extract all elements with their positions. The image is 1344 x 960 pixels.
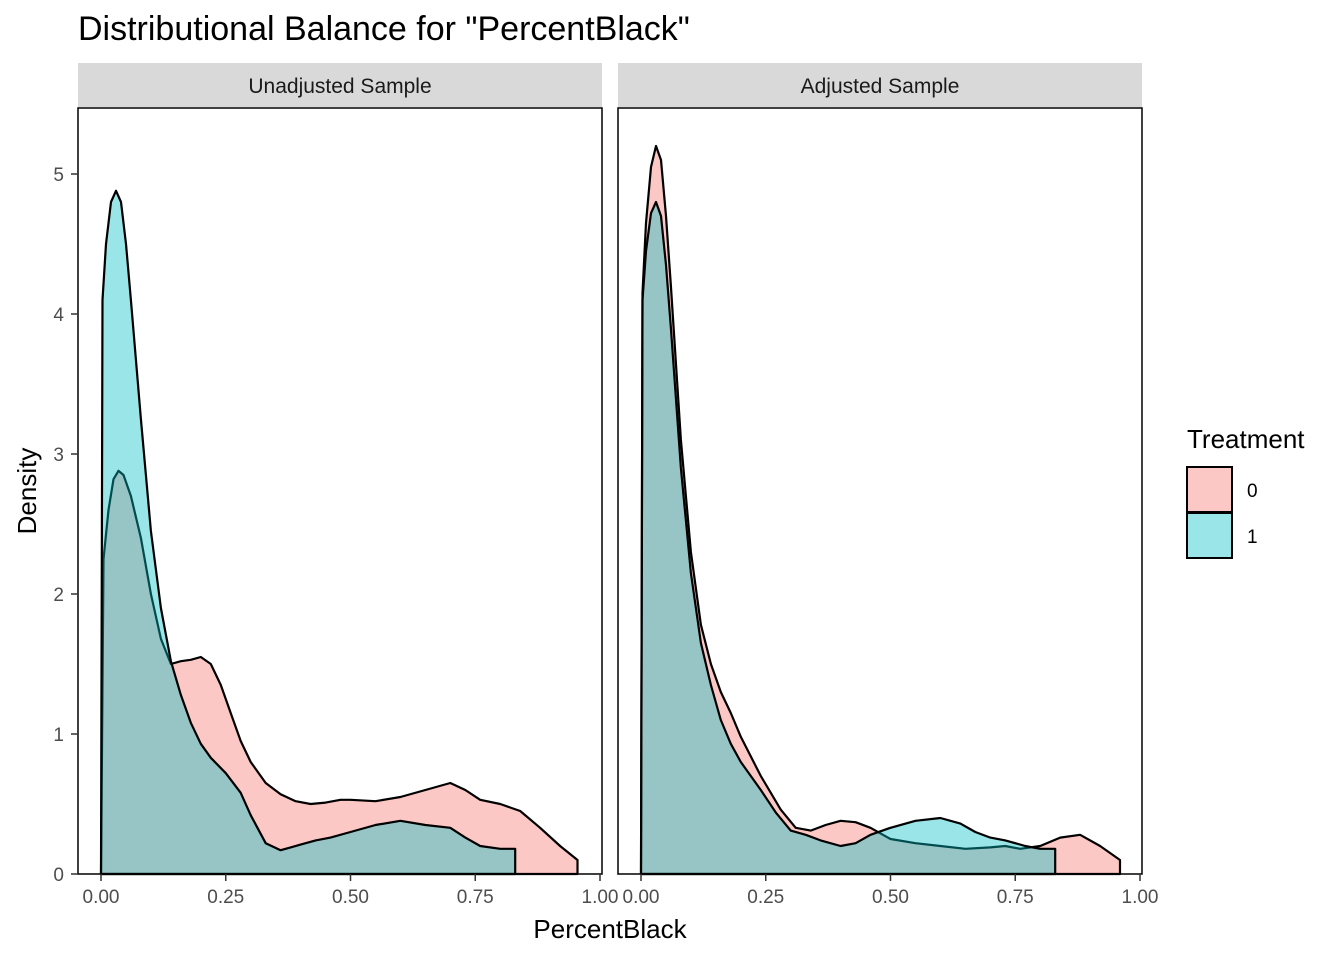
legend-label-1: 1 (1247, 527, 1258, 548)
legend-label-0: 0 (1247, 481, 1258, 502)
x-axis-unadjusted: 0.00 0.25 0.50 0.75 1.00 (83, 874, 619, 908)
legend-key-0 (1186, 466, 1233, 513)
y-tick-label: 4 (53, 305, 64, 326)
x-tick-label: 0.50 (332, 887, 369, 908)
y-axis-title: Density (12, 448, 42, 535)
panel-border (77, 107, 603, 875)
y-tick-label: 3 (53, 445, 64, 466)
density-area-series-0 (99, 469, 579, 876)
x-tick-label: 1.00 (1122, 887, 1159, 908)
y-axis: 0 1 2 3 4 5 (53, 165, 78, 886)
x-tick-label: 1.00 (582, 887, 619, 908)
legend-title: Treatment (1187, 424, 1305, 454)
x-axis-adjusted: 0.00 0.25 0.50 0.75 1.00 (623, 874, 1159, 908)
density-areas-adjusted (639, 144, 1122, 876)
x-tick-label: 0.75 (997, 887, 1034, 908)
legend-keys: 01 (1186, 466, 1258, 559)
y-tick-label: 5 (53, 165, 64, 186)
panel-border (617, 107, 1143, 875)
density-area-series-0 (639, 144, 1122, 876)
x-tick-label: 0.75 (457, 887, 494, 908)
x-tick-label: 0.50 (872, 887, 909, 908)
x-tick-label: 0.00 (83, 887, 120, 908)
strip-background (618, 63, 1142, 107)
y-tick-label: 1 (53, 725, 64, 746)
x-tick-label: 0.25 (747, 887, 784, 908)
strip-label-adjusted: Adjusted Sample (801, 75, 960, 98)
density-areas-unadjusted (99, 189, 579, 876)
panel-unadjusted: Unadjusted Sample 0.00 0.25 0.50 0.75 1.00 (77, 63, 619, 908)
x-tick-label: 0.25 (207, 887, 244, 908)
strip-background (78, 63, 602, 107)
density-area-series-1 (99, 189, 517, 876)
x-tick-label: 0.00 (623, 887, 660, 908)
chart-title: Distributional Balance for "PercentBlack… (78, 10, 690, 48)
y-tick-label: 2 (53, 585, 64, 606)
legend-key-1 (1186, 512, 1233, 559)
y-tick-label: 0 (53, 865, 64, 886)
legend: Treatment 01 (1186, 424, 1305, 559)
strip-label-unadjusted: Unadjusted Sample (248, 75, 431, 98)
panel-adjusted: Adjusted Sample 0.00 0.25 0.50 0.75 1.00 (617, 63, 1159, 908)
x-axis-title: PercentBlack (533, 914, 687, 944)
density-area-series-1 (639, 200, 1057, 876)
